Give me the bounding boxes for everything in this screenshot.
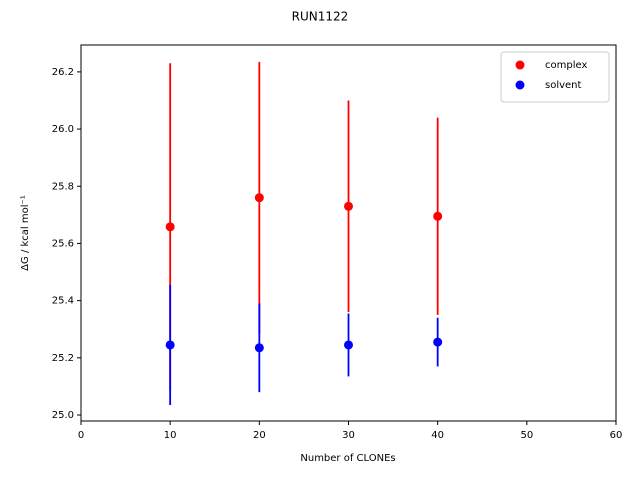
- x-tick-label: 0: [78, 430, 84, 441]
- y-tick-label: 26.2: [52, 67, 74, 78]
- y-tick-label: 25.6: [52, 238, 74, 249]
- legend-marker: [515, 60, 525, 70]
- y-tick-label: 26.0: [52, 124, 74, 135]
- x-tick-label: 60: [610, 430, 623, 441]
- x-tick-label: 30: [342, 430, 355, 441]
- legend-marker: [515, 80, 525, 90]
- legend-label: complex: [545, 60, 587, 71]
- x-tick-label: 50: [520, 430, 533, 441]
- point: [344, 201, 353, 211]
- y-axis-label: ΔG / kcal mol⁻¹: [20, 195, 31, 271]
- point: [344, 340, 353, 350]
- legend-label: solvent: [545, 80, 582, 91]
- plot-frame: [80, 44, 617, 422]
- y-tick-label: 25.2: [52, 353, 74, 364]
- point: [433, 211, 443, 221]
- y-tick-label: 25.4: [52, 296, 74, 307]
- x-axis-label: Number of CLONEs: [300, 453, 395, 464]
- point: [165, 222, 175, 232]
- point: [433, 337, 443, 347]
- y-tick-label: 25.0: [52, 410, 74, 421]
- y-tick-label: 25.8: [52, 181, 74, 192]
- chart-title: RUN1122: [292, 10, 349, 24]
- legend-box: [500, 51, 610, 103]
- point: [254, 343, 264, 353]
- x-tick-label: 20: [253, 430, 266, 441]
- x-tick-label: 10: [164, 430, 177, 441]
- point: [254, 193, 264, 203]
- point: [165, 340, 175, 350]
- x-tick-label: 40: [431, 430, 444, 441]
